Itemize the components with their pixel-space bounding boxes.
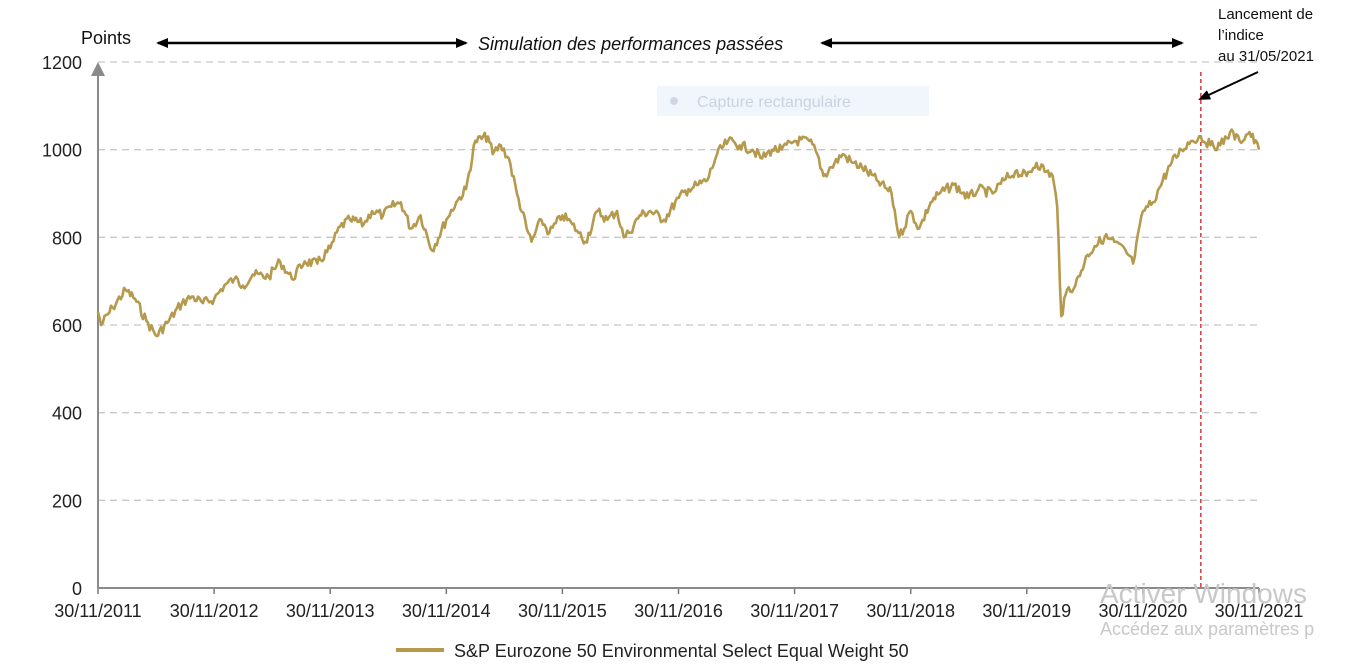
gridlines	[98, 61, 1259, 501]
series-layer	[96, 128, 1261, 338]
x-tick-label: 30/11/2018	[866, 601, 955, 621]
y-tick-label: 800	[52, 228, 82, 248]
y-tick-label: 400	[52, 404, 82, 424]
y-tick-label: 1000	[42, 141, 82, 161]
x-tick-label: 30/11/2017	[750, 601, 839, 621]
x-tick-label: 30/11/2015	[518, 601, 607, 621]
x-tick-label: 30/11/2014	[402, 601, 491, 621]
x-tick-label: 30/11/2016	[634, 601, 723, 621]
annotations: Points Simulation des performances passé…	[81, 6, 1314, 100]
x-tick-label: 30/11/2020	[1099, 601, 1188, 621]
axes	[91, 62, 1259, 589]
watermark-subtitle: Accédez aux paramètres p	[1100, 619, 1314, 639]
y-axis-ticks: 0 200 400 600 800 1000 1200	[42, 53, 82, 599]
y-tick-label: 600	[52, 316, 82, 336]
capture-overlay-icon	[670, 97, 678, 105]
x-tick-label: 30/11/2011	[54, 601, 141, 621]
legend-label: S&P Eurozone 50 Environmental Select Equ…	[454, 641, 909, 661]
capture-overlay: Capture rectangulaire	[657, 86, 929, 116]
launch-label-line-2: l’indice	[1218, 27, 1264, 44]
launch-label-line-1: Lancement de	[1218, 6, 1313, 23]
x-tick-label: 30/11/2019	[982, 601, 1071, 621]
x-tick-label: 30/11/2021	[1215, 601, 1304, 621]
launch-arrow	[1198, 71, 1259, 100]
simulation-label: Simulation des performances passées	[478, 34, 783, 54]
x-tick-label: 30/11/2013	[286, 601, 375, 621]
series-line	[96, 128, 1261, 338]
y-tick-label: 1200	[42, 53, 82, 73]
windows-watermark: Activer Windows Accédez aux paramètres p	[1100, 578, 1314, 639]
y-axis-arrowhead	[91, 62, 105, 76]
x-axis-ticks: 30/11/2011 30/11/2012 30/11/2013 30/11/2014…	[54, 588, 1303, 621]
y-axis-label: Points	[81, 28, 131, 48]
launch-label-line-3: au 31/05/2021	[1218, 48, 1314, 65]
x-tick-label: 30/11/2012	[170, 601, 259, 621]
capture-overlay-box	[657, 86, 929, 116]
capture-overlay-label: Capture rectangulaire	[697, 94, 851, 111]
legend: S&P Eurozone 50 Environmental Select Equ…	[396, 641, 909, 661]
y-tick-label: 200	[52, 491, 82, 511]
watermark-title: Activer Windows	[1100, 578, 1307, 609]
y-tick-label: 0	[72, 579, 82, 599]
